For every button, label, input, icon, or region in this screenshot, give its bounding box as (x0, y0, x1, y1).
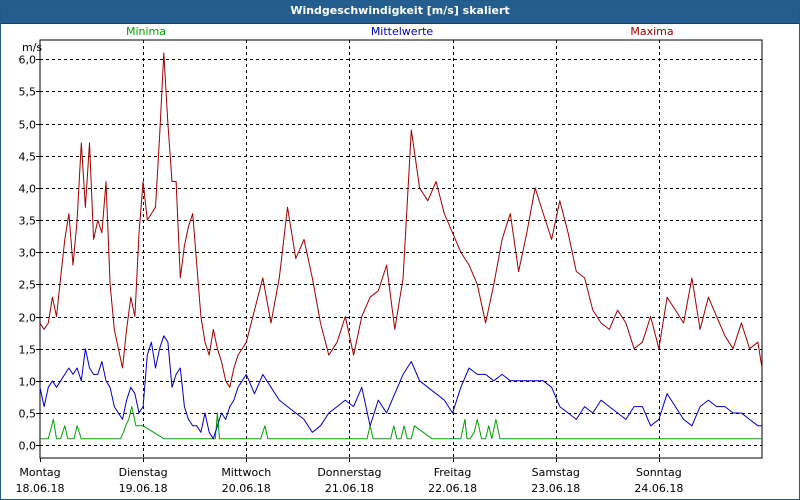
x-tick-day-label: Freitag (434, 466, 472, 479)
x-tick-date-label: 24.06.18 (634, 482, 683, 495)
y-axis-ticks: 0,0 0,5 1,0 1,5 2,0 2,5 3,0 3,5 4,0 4,5 5,0 5,5 6,0 (19, 54, 40, 453)
legend: Minima Mittelwerte Maxima (126, 25, 674, 38)
y-tick-label: 5,0 (19, 119, 37, 132)
x-tick-date-label: 22.06.18 (428, 482, 477, 495)
legend-entry-maxima: Maxima (630, 25, 673, 38)
x-tick-date-label: 19.06.18 (119, 482, 168, 495)
chart-title: Windgeschwindigkeit [m/s] skaliert (290, 4, 510, 17)
series-line-minima (40, 406, 762, 440)
x-tick-day-label: Samstag (532, 466, 580, 479)
title-bar: Windgeschwindigkeit [m/s] skaliert (1, 1, 799, 24)
y-axis-label: m/s (22, 41, 42, 54)
y-tick-label: 4,0 (19, 183, 37, 196)
x-tick-day-label: Dienstag (119, 466, 168, 479)
x-tick-day-label: Mittwoch (221, 466, 271, 479)
series-group (39, 52, 763, 440)
series-line-mittelwerte (39, 335, 762, 440)
x-tick-date-label: 23.06.18 (531, 482, 580, 495)
x-tick-date-label: 20.06.18 (222, 482, 271, 495)
x-tick-day-label: Montag (19, 466, 60, 479)
series-line-maxima (39, 52, 763, 388)
grid-lines (39, 39, 763, 459)
y-tick-label: 3,5 (19, 215, 37, 228)
y-tick-label: 1,0 (19, 376, 37, 389)
y-tick-label: 0,5 (19, 408, 37, 421)
x-tick-date-label: 18.06.18 (16, 482, 65, 495)
x-axis-ticks: Montag 18.06.18 Dienstag 19.06.18 Mittwoch 20… (16, 458, 683, 495)
x-tick-day-label: Sonntag (636, 466, 682, 479)
y-tick-label: 1,5 (19, 344, 37, 357)
y-tick-label: 3,0 (19, 247, 37, 260)
y-tick-label: 0,0 (19, 440, 37, 453)
plot-area-border (39, 39, 763, 459)
y-tick-label: 5,5 (19, 86, 37, 99)
y-tick-label: 2,5 (19, 279, 37, 292)
legend-entry-minima: Minima (126, 25, 166, 38)
y-tick-label: 2,0 (19, 312, 37, 325)
x-tick-day-label: Donnerstag (317, 466, 381, 479)
y-tick-label: 6,0 (19, 54, 37, 67)
x-tick-date-label: 21.06.18 (325, 482, 374, 495)
y-tick-label: 4,5 (19, 151, 37, 164)
legend-entry-mittelwerte: Mittelwerte (371, 25, 434, 38)
